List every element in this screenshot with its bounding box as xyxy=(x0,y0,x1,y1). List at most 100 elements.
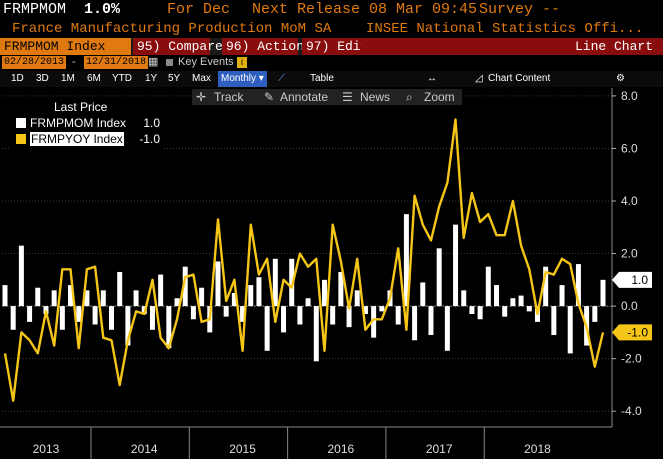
y-tick-label: -4.0 xyxy=(621,404,642,418)
menu-fill xyxy=(362,38,663,55)
checkbox-icon[interactable] xyxy=(166,59,173,66)
mom-bar xyxy=(420,282,426,307)
mom-bar xyxy=(84,290,90,307)
x-axis: 2013 2014 2015 2016 2017 2018 xyxy=(0,426,612,459)
period-5y[interactable]: 5Y xyxy=(168,73,181,84)
line-chart-icon[interactable]: ⟋ xyxy=(278,73,285,84)
mom-bar xyxy=(2,285,8,307)
mom-bar xyxy=(149,306,155,330)
mom-bar xyxy=(313,306,319,362)
period-max[interactable]: Max xyxy=(192,73,211,84)
zoom-icon[interactable]: ⌕ xyxy=(406,90,413,104)
info-icon[interactable]: i xyxy=(237,57,247,68)
legend-swatch-yoy xyxy=(16,134,26,144)
mom-bar xyxy=(526,306,532,312)
mom-bar xyxy=(174,298,180,307)
yoy-line xyxy=(3,118,605,402)
range-dash: - xyxy=(72,56,76,68)
y-axis: 8.0 6.0 4.0 2.0 0.0 -2.0 -4.0 xyxy=(611,88,642,427)
legend-label-mom: FRMPMOM Index xyxy=(30,116,127,130)
track-button[interactable]: Track xyxy=(214,90,244,104)
mom-bar xyxy=(10,306,16,330)
mom-bar xyxy=(412,306,418,341)
gear-icon[interactable]: ⚙ xyxy=(616,73,625,84)
mom-bar xyxy=(494,285,500,307)
mom-bar xyxy=(125,306,131,346)
mom-bar xyxy=(240,306,246,322)
ticker[interactable]: FRMPMOM xyxy=(3,1,67,18)
last-value-tags: 1.0 -1.0 xyxy=(612,271,652,341)
frequency-dropdown[interactable]: Monthly ▾ xyxy=(218,71,267,87)
start-date[interactable]: 02/28/2013 xyxy=(2,56,67,69)
legend-swatch-mom xyxy=(16,118,26,128)
mom-bar xyxy=(166,306,172,349)
mom-bar xyxy=(502,306,508,317)
security-field[interactable]: FRMPMOM Index xyxy=(0,38,131,55)
mom-bar xyxy=(182,266,188,307)
mom-bar xyxy=(272,258,278,307)
content-icon[interactable]: ◿ xyxy=(475,73,483,84)
yoy-value-tag-bg xyxy=(612,324,652,341)
security-header: FRMPMOM 1.0% For Dec Next Release 08 Mar… xyxy=(0,0,663,20)
mom-bar xyxy=(92,306,98,325)
period-label: For Dec xyxy=(167,1,231,18)
legend-label-yoy: FRMPYOY Index xyxy=(30,132,124,146)
zoom-button[interactable]: Zoom xyxy=(424,90,455,104)
chart-type[interactable]: Line Chart xyxy=(574,39,653,54)
mom-bar xyxy=(223,306,229,317)
chart-content-button[interactable]: Chart Content xyxy=(488,73,551,84)
period-1y[interactable]: 1Y xyxy=(145,73,158,84)
legend-item-yoy[interactable]: FRMPYOY Index -1.0 xyxy=(16,132,160,146)
mom-bar xyxy=(100,290,106,307)
mom-bar xyxy=(518,295,524,307)
x-tick-label: 2016 xyxy=(328,442,355,456)
mom-bar xyxy=(51,290,57,307)
legend-value-mom: 1.0 xyxy=(143,116,160,130)
mom-bar xyxy=(68,285,74,307)
table-button[interactable]: Table xyxy=(310,73,334,84)
chart-tools: ✛ Track ✎ Annotate ☰ News ⌕ Zoom xyxy=(192,89,462,105)
mom-bar xyxy=(35,287,41,307)
period-1m[interactable]: 1M xyxy=(61,73,75,84)
key-events[interactable]: Key Events xyxy=(178,56,234,68)
mom-bar xyxy=(543,266,549,307)
period-6m[interactable]: 6M xyxy=(87,73,101,84)
mom-bar xyxy=(600,279,606,307)
y-tick-label: 2.0 xyxy=(621,247,638,261)
mom-value-tag: 1.0 xyxy=(631,273,648,287)
mom-bar xyxy=(477,306,483,320)
expand-icon[interactable]: ↔ xyxy=(427,73,437,84)
yoy-value-tag: -1.0 xyxy=(627,325,648,339)
mom-bar xyxy=(158,274,164,307)
source: INSEE National Statistics Offi... xyxy=(366,21,644,37)
description-row: France Manufacturing Production MoM SA I… xyxy=(0,20,663,38)
mom-bar xyxy=(592,306,598,322)
annotate-button[interactable]: Annotate xyxy=(280,90,329,104)
mom-bar xyxy=(510,298,516,307)
mom-bar xyxy=(231,292,237,307)
mom-bar xyxy=(289,258,295,307)
legend-value-yoy: -1.0 xyxy=(139,132,160,146)
news-button[interactable]: News xyxy=(360,90,391,104)
compare-menu[interactable]: 95) Compare ▾ xyxy=(133,38,238,55)
calendar-icon[interactable]: ▦ xyxy=(148,56,159,68)
annotate-icon[interactable]: ✎ xyxy=(264,90,275,104)
news-icon[interactable]: ☰ xyxy=(342,90,353,104)
legend-item-mom[interactable]: FRMPMOM Index 1.0 xyxy=(16,116,160,130)
mom-bar xyxy=(428,306,434,336)
mom-bar xyxy=(567,306,573,354)
mom-bar xyxy=(469,306,475,314)
y-tick-label: 8.0 xyxy=(621,89,638,103)
period-3d[interactable]: 3D xyxy=(36,73,49,84)
end-date[interactable]: 12/31/2018 xyxy=(84,56,149,69)
y-tick-label: 4.0 xyxy=(621,194,638,208)
period-1d[interactable]: 1D xyxy=(11,73,24,84)
period-ytd[interactable]: YTD xyxy=(112,73,132,84)
mom-value-tag-bg xyxy=(612,271,652,288)
period-toolbar: 1D 3D 1M 6M YTD 1Y 5Y Max Monthly ▾ ⟋ Ta… xyxy=(0,71,663,87)
crosshair-icon[interactable]: ✛ xyxy=(196,90,207,104)
mom-bar xyxy=(59,306,65,330)
mom-bar xyxy=(264,306,270,351)
next-release: Next Release 08 Mar 09:45 xyxy=(252,1,478,18)
